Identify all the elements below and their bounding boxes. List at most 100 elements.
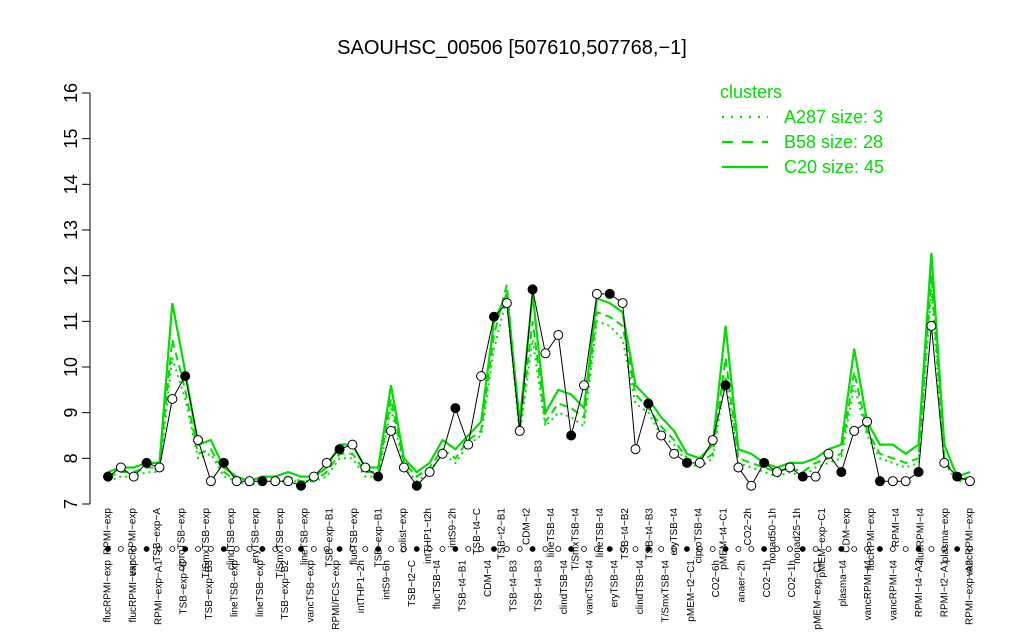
category-marker bbox=[491, 546, 497, 552]
y-tick-label: 12 bbox=[61, 266, 81, 286]
data-point bbox=[566, 430, 577, 441]
category-marker bbox=[503, 546, 510, 552]
data-point bbox=[373, 471, 384, 482]
data-point bbox=[965, 476, 975, 487]
category-marker bbox=[593, 546, 600, 552]
data-point bbox=[604, 288, 615, 299]
x-tick-label: RPMI−t4 bbox=[891, 508, 902, 548]
category-marker bbox=[684, 546, 690, 552]
category-marker bbox=[362, 546, 369, 552]
x-tick-label: intS9−6h bbox=[382, 560, 393, 600]
x-tick-label: flucTSB−exp bbox=[349, 508, 360, 565]
category-marker bbox=[478, 546, 485, 552]
x-tick-label: CO2−1h bbox=[762, 560, 773, 598]
x-tick-label: flucRPMI−t4 bbox=[915, 508, 926, 563]
x-tick-label: CDM−exp bbox=[841, 508, 852, 553]
category-marker bbox=[439, 546, 446, 552]
y-tick-label: 16 bbox=[61, 83, 81, 103]
x-tick-label: pMEM−exp−C1 bbox=[817, 508, 828, 578]
category-marker bbox=[812, 546, 819, 552]
category-marker bbox=[169, 546, 176, 552]
series-line-a287 bbox=[107, 289, 970, 487]
category-marker bbox=[722, 546, 729, 552]
data-point bbox=[823, 448, 834, 459]
x-tick-label: TSB−t4−B1 bbox=[458, 560, 469, 612]
data-point bbox=[257, 476, 268, 487]
category-marker bbox=[529, 546, 536, 552]
category-marker bbox=[555, 546, 562, 552]
data-point bbox=[283, 476, 294, 487]
x-tick-label: flucRPMI−exp bbox=[128, 560, 139, 623]
y-tick-label: 9 bbox=[61, 408, 81, 418]
category-marker bbox=[401, 546, 407, 552]
category-marker bbox=[105, 546, 111, 552]
category-marker bbox=[233, 546, 240, 552]
category-marker bbox=[619, 546, 626, 552]
x-tick-label: TSB−exp−B1 bbox=[374, 508, 385, 568]
category-marker bbox=[388, 546, 394, 552]
x-tick-label: CO2−2h bbox=[743, 508, 754, 546]
x-tick-label: TSB−t4−B3 bbox=[508, 560, 519, 612]
data-point bbox=[694, 457, 705, 468]
x-tick-label: intTHP1−2h bbox=[356, 560, 367, 613]
category-marker bbox=[117, 546, 124, 552]
x-tick-label: nonad25−1h bbox=[792, 508, 803, 564]
x-tick-label: RPMI−exp bbox=[103, 508, 114, 555]
x-tick-labels: RPMI−exp vancRPMI−exp TSB−exp−A ciproTSB−ex… bbox=[103, 508, 976, 630]
x-tick-label: pMEM−exp−C1 bbox=[813, 560, 824, 630]
category-marker bbox=[143, 546, 150, 552]
data-point bbox=[874, 476, 885, 487]
category-marker bbox=[632, 546, 639, 552]
category-marker bbox=[452, 546, 459, 552]
x-tick-label: TSB−t4−B2 bbox=[620, 508, 631, 560]
x-tick-label: CDM−t2 bbox=[521, 508, 532, 545]
x-tick-label: T/SmxTSB−t4 bbox=[660, 560, 671, 623]
x-tick-label: eryTSB−t4 bbox=[669, 508, 680, 556]
x-tick-label: lineTSB−t4 bbox=[546, 508, 557, 558]
category-marker bbox=[542, 546, 549, 552]
x-tick-label: clindTSB−t4 bbox=[559, 560, 570, 615]
x-tick-label: clindTSB−exp bbox=[226, 508, 237, 570]
data-point bbox=[115, 462, 126, 473]
data-point bbox=[669, 448, 680, 459]
x-tick-label: RPMI−t2−A1 bbox=[939, 560, 950, 618]
data-point bbox=[784, 462, 795, 473]
data-point bbox=[501, 298, 512, 309]
x-tick-label: plasma−t4 bbox=[838, 560, 849, 607]
data-point bbox=[939, 457, 950, 468]
data-point bbox=[797, 471, 808, 482]
category-marker bbox=[889, 546, 896, 552]
category-marker bbox=[182, 546, 189, 552]
x-tick-label: CO2−6h bbox=[711, 560, 722, 598]
data-point bbox=[167, 393, 178, 404]
data-point bbox=[733, 462, 744, 473]
category-marker bbox=[645, 546, 652, 552]
legend-label: C20 size: 45 bbox=[784, 157, 884, 177]
category-marker bbox=[568, 546, 575, 552]
category-marker bbox=[967, 546, 973, 552]
category-marker bbox=[774, 546, 780, 552]
data-point bbox=[952, 471, 963, 482]
data-point bbox=[720, 380, 731, 391]
category-marker bbox=[838, 546, 845, 552]
data-point bbox=[180, 371, 191, 382]
y-tick-label: 7 bbox=[61, 499, 81, 509]
category-marker bbox=[606, 546, 613, 552]
y-tick-label: 15 bbox=[61, 129, 81, 149]
x-tick-label: RPMI−t4−A2 bbox=[914, 560, 925, 618]
x-tick-label: TSB−t4−B3 bbox=[644, 508, 655, 560]
category-marker bbox=[696, 546, 703, 552]
category-marker bbox=[285, 546, 292, 552]
x-tick-label: lineTSB−exp bbox=[255, 560, 266, 617]
x-tick-label: RPMI−exp−A2 bbox=[965, 560, 976, 625]
category-marker bbox=[915, 546, 922, 552]
data-point bbox=[308, 471, 319, 482]
data-point bbox=[424, 467, 435, 478]
category-marker bbox=[220, 546, 227, 552]
data-point bbox=[707, 435, 718, 446]
data-point bbox=[926, 320, 937, 331]
data-point bbox=[321, 457, 332, 468]
data-point bbox=[849, 425, 860, 436]
x-tick-label: flucRPMI−exp bbox=[103, 560, 114, 623]
data-point bbox=[759, 457, 770, 468]
